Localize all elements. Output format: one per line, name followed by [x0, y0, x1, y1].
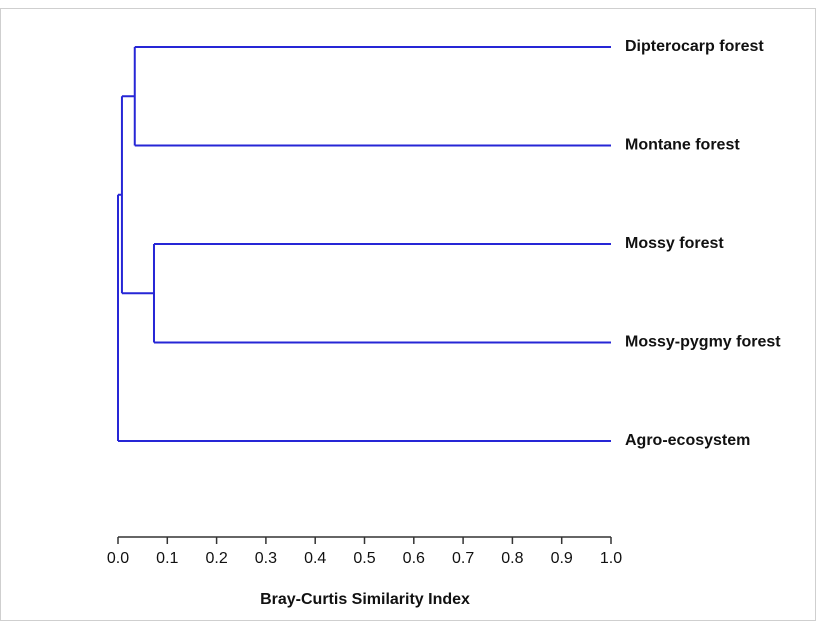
x-axis-label: Bray-Curtis Similarity Index	[260, 591, 470, 608]
x-tick-label: 0.8	[501, 550, 523, 567]
x-tick-label: 0.1	[156, 550, 178, 567]
leaf-label: Montane forest	[625, 137, 740, 154]
frame	[0, 8, 816, 621]
leaf-label: Mossy forest	[625, 235, 724, 252]
leaf-label: Agro-ecosystem	[625, 432, 750, 449]
x-tick-label: 1.0	[600, 550, 622, 567]
leaf-label: Dipterocarp forest	[625, 38, 764, 55]
x-tick-label: 0.7	[452, 550, 474, 567]
x-tick-label: 0.6	[403, 550, 425, 567]
x-tick-label: 0.3	[255, 550, 277, 567]
x-tick-label: 0.0	[107, 550, 129, 567]
x-tick-label: 0.9	[551, 550, 573, 567]
x-tick-label: 0.2	[205, 550, 227, 567]
x-tick-label: 0.5	[353, 550, 375, 567]
x-tick-label: 0.4	[304, 550, 326, 567]
leaf-label: Mossy-pygmy forest	[625, 334, 781, 351]
